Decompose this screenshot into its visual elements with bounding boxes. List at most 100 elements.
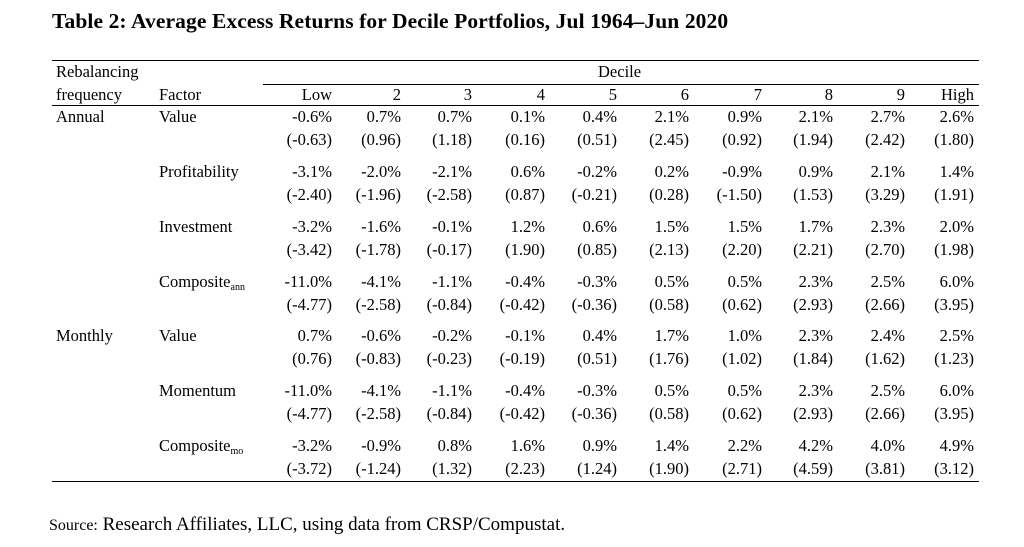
return-value: 2.0%: [939, 217, 974, 236]
t-statistic: (1.90): [649, 459, 689, 478]
t-statistic: (1.18): [432, 130, 472, 149]
t-statistic: (0.92): [722, 130, 762, 149]
return-value: 1.6%: [510, 436, 545, 455]
t-statistic: (3.81): [865, 459, 905, 478]
header-factor: Factor: [159, 85, 202, 104]
factor-subscript: mo: [230, 446, 244, 457]
return-value: 2.3%: [798, 326, 833, 345]
return-value: 2.1%: [798, 107, 833, 126]
t-statistic: (-2.58): [355, 404, 401, 423]
return-value: -1.1%: [432, 272, 472, 291]
t-statistic: (2.21): [793, 240, 833, 259]
t-statistic: (-0.36): [571, 404, 617, 423]
return-value: 4.9%: [939, 436, 974, 455]
t-statistic: (2.93): [793, 295, 833, 314]
t-statistic: (2.93): [793, 404, 833, 423]
return-value: 0.6%: [582, 217, 617, 236]
return-value: -0.4%: [505, 381, 545, 400]
t-statistic: (1.62): [865, 349, 905, 368]
t-statistic: (3.95): [934, 404, 974, 423]
return-value: -0.3%: [577, 272, 617, 291]
t-statistic: (-0.63): [286, 130, 332, 149]
t-statistic: (-4.77): [286, 404, 332, 423]
t-statistic: (2.45): [649, 130, 689, 149]
row-factor: Momentum: [159, 381, 236, 401]
header-decile: Decile: [598, 62, 642, 81]
t-statistic: (1.91): [934, 185, 974, 204]
row-factor: Value: [159, 326, 197, 346]
column-header-10: High: [941, 85, 974, 104]
return-value: -0.6%: [361, 326, 401, 345]
t-statistic: (0.85): [577, 240, 617, 259]
return-value: 2.1%: [870, 162, 905, 181]
return-value: 6.0%: [939, 272, 974, 291]
return-value: 2.1%: [654, 107, 689, 126]
t-statistic: (1.90): [505, 240, 545, 259]
return-value: 0.5%: [654, 381, 689, 400]
return-value: 1.2%: [510, 217, 545, 236]
t-statistic: (0.62): [722, 404, 762, 423]
factor-name: Profitability: [159, 162, 239, 181]
t-statistic: (1.02): [722, 349, 762, 368]
return-value: 1.7%: [654, 326, 689, 345]
return-value: 4.2%: [798, 436, 833, 455]
return-value: -0.2%: [577, 162, 617, 181]
t-statistic: (-0.42): [499, 295, 545, 314]
factor-name: Investment: [159, 217, 233, 236]
return-value: 0.9%: [582, 436, 617, 455]
return-value: 2.2%: [727, 436, 762, 455]
table-bottom-rule: [52, 481, 979, 482]
t-statistic: (1.84): [793, 349, 833, 368]
return-value: 0.7%: [366, 107, 401, 126]
t-statistic: (-1.24): [355, 459, 401, 478]
return-value: 1.4%: [654, 436, 689, 455]
return-value: -0.4%: [505, 272, 545, 291]
row-factor: Compositemo: [159, 436, 244, 457]
table-top-rule: [52, 60, 979, 61]
return-value: 0.5%: [727, 272, 762, 291]
return-value: 0.6%: [510, 162, 545, 181]
return-value: -2.1%: [432, 162, 472, 181]
t-statistic: (-2.40): [286, 185, 332, 204]
return-value: 2.5%: [939, 326, 974, 345]
column-header-5: 5: [608, 85, 617, 104]
column-header-3: 3: [463, 85, 472, 104]
t-statistic: (0.51): [577, 130, 617, 149]
return-value: 6.0%: [939, 381, 974, 400]
return-value: -0.2%: [432, 326, 472, 345]
t-statistic: (-0.84): [426, 295, 472, 314]
return-value: -2.0%: [361, 162, 401, 181]
t-statistic: (-0.42): [499, 404, 545, 423]
return-value: 0.7%: [437, 107, 472, 126]
header-frequency: frequency: [56, 85, 122, 104]
t-statistic: (1.94): [793, 130, 833, 149]
return-value: 0.7%: [297, 326, 332, 345]
t-statistic: (3.12): [934, 459, 974, 478]
source-note: Source: Research Affiliates, LLC, using …: [49, 514, 565, 536]
return-value: 2.6%: [939, 107, 974, 126]
t-statistic: (-0.21): [571, 185, 617, 204]
t-statistic: (4.59): [793, 459, 833, 478]
t-statistic: (0.87): [505, 185, 545, 204]
source-text: Research Affiliates, LLC, using data fro…: [102, 514, 566, 535]
header-bottom-rule: [52, 105, 979, 106]
t-statistic: (3.29): [865, 185, 905, 204]
return-value: 0.5%: [727, 381, 762, 400]
row-frequency: Monthly: [56, 326, 113, 345]
t-statistic: (-0.17): [426, 240, 472, 259]
return-value: 0.4%: [582, 326, 617, 345]
column-header-8: 8: [824, 85, 833, 104]
t-statistic: (-4.77): [286, 295, 332, 314]
t-statistic: (1.23): [934, 349, 974, 368]
t-statistic: (2.20): [722, 240, 762, 259]
return-value: 1.5%: [727, 217, 762, 236]
return-value: -0.1%: [432, 217, 472, 236]
return-value: 0.4%: [582, 107, 617, 126]
column-header-1: Low: [301, 85, 332, 104]
t-statistic: (1.53): [793, 185, 833, 204]
row-factor: Profitability: [159, 162, 239, 182]
source-label: Source:: [49, 517, 98, 534]
t-statistic: (-3.72): [286, 459, 332, 478]
return-value: 0.9%: [727, 107, 762, 126]
t-statistic: (0.16): [505, 130, 545, 149]
